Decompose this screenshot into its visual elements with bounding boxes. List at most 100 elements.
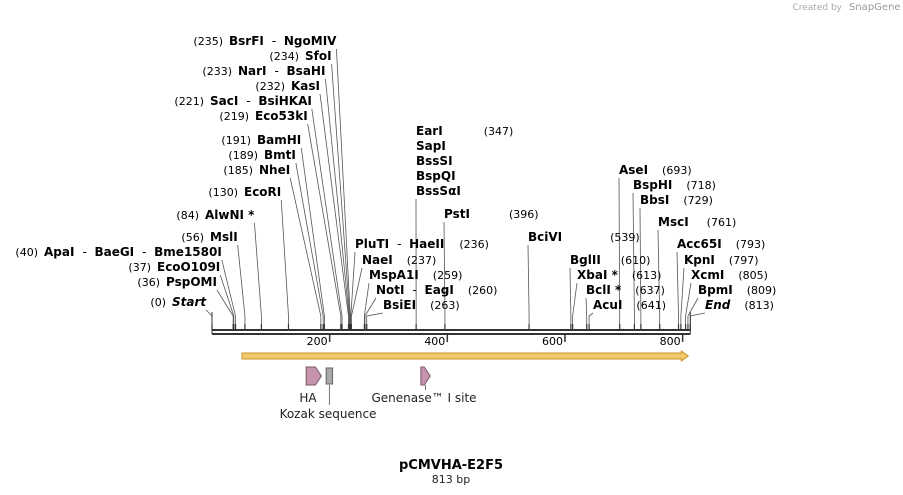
site-alias-dash: - xyxy=(275,64,279,78)
feature-kozak-sequence-label: Kozak sequence xyxy=(280,407,377,421)
site-name-msci: MscI xyxy=(658,215,689,229)
site-label-msli: (56) MslI xyxy=(181,230,237,244)
plasmid-length: 813 bp xyxy=(432,473,470,486)
site-position-xcmi: (805) xyxy=(738,269,768,282)
feature-genenase-i-site-label: Genenase™ I site xyxy=(371,391,476,405)
leader-alwni xyxy=(254,222,262,330)
site-position-apai: (40) xyxy=(15,246,38,259)
leader-bsiei xyxy=(366,312,384,330)
credit-brand: SnapGene xyxy=(849,2,901,13)
site-label-acui: AcuI (641) xyxy=(593,298,666,312)
feature-ha-label: HA xyxy=(299,391,317,405)
site-name-nari: NarI xyxy=(238,64,267,78)
site-name-ecoo109i: EcoO109I xyxy=(157,260,220,274)
site-position-bamhi: (191) xyxy=(221,134,251,147)
site-name-sfoi: SfoI xyxy=(305,49,332,63)
site-label-kpni: KpnI (797) xyxy=(684,253,759,267)
site-label-noti: NotI - EagI (260) xyxy=(376,283,497,297)
axis-label-400: 400 xyxy=(424,335,445,348)
leader-bsrfi xyxy=(336,48,351,330)
site-position-bmti: (189) xyxy=(228,149,258,162)
site-alias-dash: - xyxy=(82,245,86,259)
site-name-acui: AcuI xyxy=(593,298,622,312)
site-label-sfoi: (234) SfoI xyxy=(269,49,331,63)
site-name-saci: SacI xyxy=(210,94,238,108)
site-label-alwni: (84) AlwNI * xyxy=(176,208,255,222)
site-label-bsphi: BspHI (718) xyxy=(633,178,716,192)
site-label-start: (0) Start xyxy=(150,295,207,309)
site-position-xbai: (613) xyxy=(632,269,662,282)
leader-eco53ki xyxy=(307,123,342,330)
site-name-eco53ki: Eco53kI xyxy=(255,109,308,123)
site-alias-haeii: HaeII xyxy=(409,237,444,251)
leader-bpmi xyxy=(687,297,699,330)
site-position-bcivi: (539) xyxy=(610,231,640,244)
site-alias-dash: - xyxy=(397,237,401,251)
site-name-naei: NaeI xyxy=(362,253,393,267)
site-label-end: End (813) xyxy=(705,298,774,312)
site-label-bsiei: BsiEI (263) xyxy=(383,298,460,312)
leader-kpni xyxy=(680,267,685,330)
site-label-saci: (221) SacI - BsiHKAI xyxy=(174,94,311,108)
site-position-noti: (260) xyxy=(468,284,498,297)
site-position-alwni: (84) xyxy=(176,209,199,222)
site-position-bbsi: (729) xyxy=(683,194,713,207)
site-label-naei: NaeI (237) xyxy=(362,253,436,267)
site-label-ecoo109i: (37) EcoO109I xyxy=(128,260,220,274)
site-name-apai: ApaI xyxy=(44,245,74,259)
site-name-ecori: EcoRI xyxy=(244,185,281,199)
leader-xbai xyxy=(572,282,578,330)
site-alias-baegi: BaeGI xyxy=(94,245,134,259)
site-label-bbsi: BbsI (729) xyxy=(640,193,713,207)
site-position-kpni: (797) xyxy=(729,254,759,267)
site-name-bbsi: BbsI xyxy=(640,193,669,207)
site-alias-eagi: EagI xyxy=(425,283,454,297)
site-position-psti: (396) xyxy=(509,208,539,221)
site-name-xcmi: XcmI xyxy=(691,268,724,282)
site-name-kasi: KasI xyxy=(291,79,320,93)
site-label-bsrfi: (235) BsrFI - NgoMIV xyxy=(193,34,337,48)
site-position-pluti: (236) xyxy=(459,238,489,251)
site-label-nhei: (185) NheI xyxy=(223,163,290,177)
site-name-bglii: BglII xyxy=(570,253,601,267)
site-name-mspa1i: MspA1I xyxy=(369,268,419,282)
leader-acc65i xyxy=(676,251,679,330)
site-name-bsphi: BspHI xyxy=(633,178,672,192)
site-label-ecori: (130) EcoRI xyxy=(208,185,281,199)
site-name-pluti: PluTI xyxy=(355,237,389,251)
axis-label-200: 200 xyxy=(307,335,328,348)
site-position-asei: (693) xyxy=(662,164,692,177)
site-name-eari: EarI xyxy=(416,124,443,138)
site-label-xbai: XbaI * (613) xyxy=(577,268,661,282)
site-position-sfoi: (234) xyxy=(269,50,299,63)
site-position-start: (0) xyxy=(150,296,166,309)
site-name-bsssi: BssSI xyxy=(416,154,453,168)
site-name-start: Start xyxy=(172,295,207,309)
site-position-bsphi: (718) xyxy=(686,179,716,192)
site-alias-dash: - xyxy=(142,245,146,259)
site-name-nhei: NheI xyxy=(259,163,290,177)
site-position-mspa1i: (259) xyxy=(433,269,463,282)
site-label-msci: MscI (761) xyxy=(658,215,736,229)
leader-msli xyxy=(237,244,246,330)
site-name-acc65i: Acc65I xyxy=(677,237,722,251)
leader-bglii xyxy=(569,267,572,330)
orf-track xyxy=(241,350,690,362)
site-name-bpmi: BpmI xyxy=(698,283,733,297)
leader-ecori xyxy=(280,199,289,330)
site-position-kasi: (232) xyxy=(255,80,285,93)
site-label-psti: PstI (396) xyxy=(444,207,539,221)
feature-kozak-sequence-box xyxy=(325,367,334,385)
site-name-bmti: BmtI xyxy=(264,148,296,162)
site-name-bamhi: BamHI xyxy=(257,133,301,147)
site-name-alwni: AlwNI * xyxy=(205,208,255,222)
site-name-bcivi: BciVI xyxy=(528,230,562,244)
site-position-bcli: (637) xyxy=(635,284,665,297)
site-alias-bme1580i: Bme1580I xyxy=(154,245,222,259)
site-labels: (0) Start(36) PspOMI(37) EcoO109I(40) ApaI - B… xyxy=(15,34,776,312)
site-position-ecoo109i: (37) xyxy=(128,261,151,274)
site-name-end: End xyxy=(705,298,731,312)
site-alias-dash: - xyxy=(246,94,250,108)
site-position-eco53ki: (219) xyxy=(219,110,249,123)
